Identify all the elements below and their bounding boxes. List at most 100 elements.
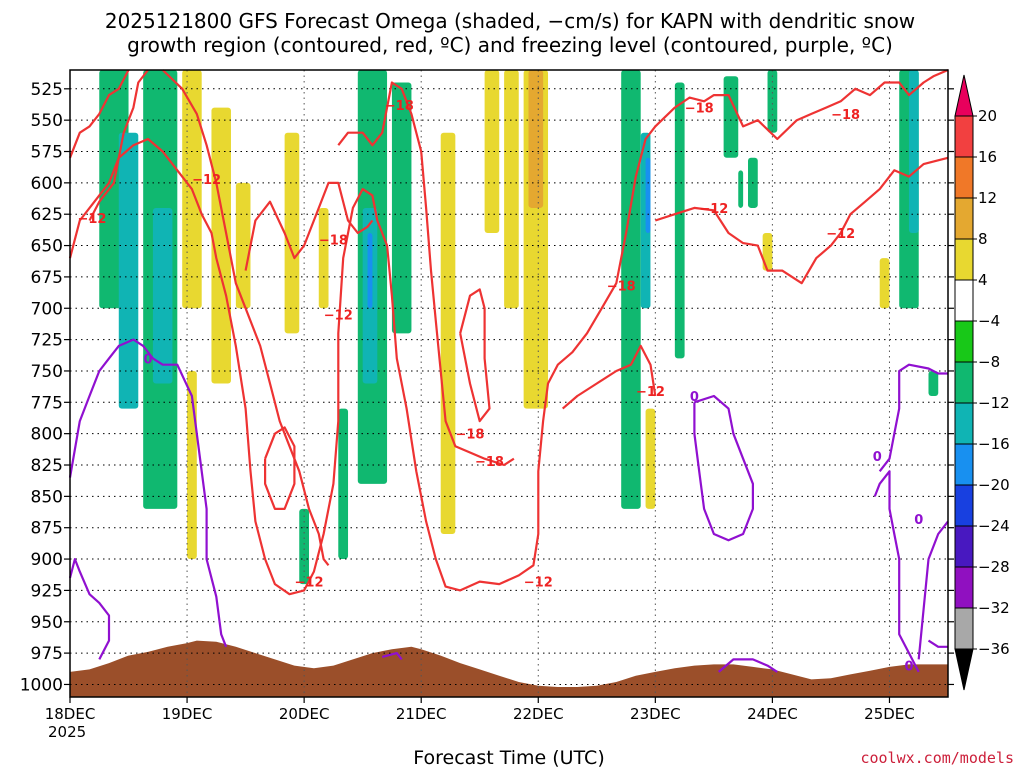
contour-line-1 — [68, 68, 949, 596]
colorbar-label-1: 16 — [978, 148, 997, 166]
colorbar-label-6: −8 — [978, 353, 1000, 371]
plot-frame — [69, 69, 949, 698]
x-tick-label-5: 23DEC — [630, 705, 681, 723]
omega-patch-29 — [767, 70, 778, 133]
omega-patch-20 — [528, 70, 544, 208]
contour-label-16: 0 — [690, 390, 699, 405]
contour-line-3 — [161, 69, 330, 566]
y-axis: 525 550 575 600 625 650 675 700 725 750 775 800 825 8… — [20, 80, 954, 695]
colorbar-label-13: −36 — [978, 640, 1010, 658]
colorbar-segment-4 — [954, 238, 974, 281]
omega-patch-33 — [908, 70, 919, 234]
omega-patch-3 — [152, 207, 173, 384]
contour-line-2 — [88, 69, 149, 222]
y-tick-label-525: 525 — [31, 80, 63, 100]
colorbar-label-2: 12 — [978, 189, 997, 207]
y-tick-label-900: 900 — [31, 550, 63, 570]
contour-line-18 — [927, 639, 948, 648]
colorbar-segment-14 — [954, 648, 974, 691]
x-axis-label: Forecast Time (UTC) — [413, 747, 604, 768]
contour-label-6: −18 — [455, 428, 484, 443]
y-tick-label-750: 750 — [31, 362, 63, 382]
contour-label-17: 0 — [873, 450, 882, 465]
omega-patch-24 — [645, 408, 656, 509]
colorbar: 20 16 12 8 4 −4 −8 −12 −16 −20 −24 −28 −32 −36 — [954, 74, 1010, 691]
omega-patch-11 — [338, 408, 349, 560]
omega-patch-27 — [738, 170, 744, 208]
y-tick-label-775: 775 — [31, 393, 63, 413]
omega-patch-8 — [284, 132, 300, 334]
contour-line-7 — [459, 288, 491, 423]
colorbar-label-0: 20 — [978, 107, 997, 125]
contour-line-11 — [68, 557, 111, 660]
contour-layer — [68, 68, 949, 673]
chart-title-line-2: growth region (contoured, red, ºC) and f… — [127, 33, 893, 57]
contour-line-12 — [381, 651, 403, 661]
colorbar-label-10: −24 — [978, 517, 1010, 535]
contour-line-15 — [873, 470, 920, 673]
colorbar-segment-1 — [954, 115, 974, 158]
omega-patch-15 — [391, 82, 412, 334]
contour-label-3: −12 — [324, 309, 353, 324]
omega-patch-17 — [484, 70, 500, 234]
x-tick-label-2: 20DEC — [279, 705, 330, 723]
y-tick-label-675: 675 — [31, 268, 63, 288]
omega-patch-9 — [299, 508, 310, 585]
y-tick-label-550: 550 — [31, 111, 63, 131]
colorbar-segment-0 — [954, 74, 974, 117]
colorbar-label-3: 8 — [978, 230, 988, 248]
omega-shading-layer — [99, 70, 939, 585]
y-tick-label-575: 575 — [31, 143, 63, 163]
contour-label-13: −18 — [831, 108, 860, 123]
contour-label-0: −12 — [77, 212, 106, 227]
x-tick-sublabel-0: 2025 — [48, 723, 86, 741]
contour-label-14: −12 — [826, 227, 855, 242]
colorbar-segment-8 — [954, 402, 974, 445]
colorbar-segment-11 — [954, 525, 974, 568]
colorbar-segment-2 — [954, 156, 974, 199]
contour-label-5: −12 — [295, 576, 324, 591]
omega-patch-6 — [211, 107, 231, 384]
omega-patch-31 — [879, 258, 890, 309]
colorbar-label-11: −28 — [978, 558, 1010, 576]
contour-label-18: 0 — [914, 513, 923, 528]
contour-line-6 — [337, 81, 515, 467]
omega-patch-14 — [367, 233, 373, 309]
contour-label-11: −18 — [685, 102, 714, 117]
colorbar-segment-10 — [954, 484, 974, 527]
contour-label-1: −12 — [192, 173, 221, 188]
x-tick-label-3: 21DEC — [396, 705, 447, 723]
contour-label-layer: −12 −12 −18 −12 −18 −12 −18 −18 −12 −18 −12 −18 −12 −… — [77, 99, 923, 675]
contour-label-2: −18 — [319, 233, 348, 248]
omega-patch-16 — [440, 132, 456, 534]
contour-label-9: −18 — [607, 280, 636, 295]
contour-line-8 — [561, 344, 657, 410]
colorbar-label-7: −12 — [978, 394, 1010, 412]
omega-patch-26 — [723, 76, 739, 158]
colorbar-segment-12 — [954, 566, 974, 609]
omega-patch-30 — [762, 233, 773, 271]
contour-line-14 — [717, 658, 778, 673]
y-tick-label-925: 925 — [31, 581, 63, 601]
contour-label-15: 0 — [144, 352, 153, 367]
contour-line-16 — [878, 363, 948, 472]
contour-line-4 — [264, 426, 296, 510]
colorbar-label-8: −16 — [978, 435, 1010, 453]
y-tick-label-700: 700 — [31, 299, 63, 319]
y-tick-label-800: 800 — [31, 425, 63, 445]
colorbar-segment-7 — [954, 361, 974, 404]
contour-line-5 — [244, 181, 374, 271]
omega-patch-18 — [504, 70, 519, 309]
omega-patch-25 — [674, 82, 685, 359]
colorbar-label-9: −20 — [978, 476, 1010, 494]
colorbar-segment-9 — [954, 443, 974, 486]
contour-label-12: −12 — [699, 202, 728, 217]
contour-label-4: −18 — [385, 99, 414, 114]
colorbar-label-4: 4 — [978, 271, 988, 289]
contour-line-0 — [68, 69, 130, 159]
x-tick-label-6: 24DEC — [747, 705, 798, 723]
y-tick-label-650: 650 — [31, 237, 63, 257]
contour-line-17 — [917, 520, 949, 660]
